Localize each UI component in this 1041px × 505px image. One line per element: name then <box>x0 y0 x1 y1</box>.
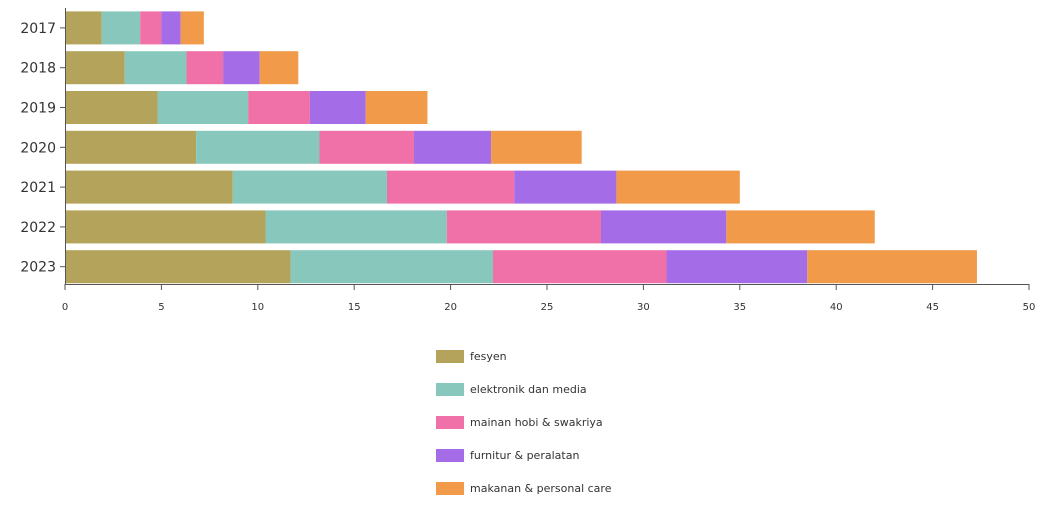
y-tick-label: 2019 <box>20 101 56 117</box>
bar-2019-1 <box>157 91 249 124</box>
legend-swatch <box>436 350 464 363</box>
bar-2023-3 <box>666 250 808 284</box>
legend-swatch <box>436 383 464 396</box>
bar-2020-2 <box>319 130 414 164</box>
legend-label: furnitur & peralatan <box>470 449 580 462</box>
y-tick-label: 2023 <box>20 260 56 276</box>
bar-2023-1 <box>290 250 494 284</box>
bar-2021-2 <box>386 170 515 204</box>
bar-2017-2 <box>140 11 162 45</box>
bar-2021-3 <box>514 170 617 204</box>
x-tick-label: 15 <box>348 302 361 313</box>
legend-item[interactable]: makanan & personal care <box>436 472 611 505</box>
bar-2020-1 <box>196 130 320 164</box>
bar-2021-4 <box>616 170 740 204</box>
bar-2018-0 <box>65 51 125 85</box>
legend-swatch <box>436 416 464 429</box>
bar-2020-0 <box>65 130 197 164</box>
bar-2020-3 <box>413 130 492 164</box>
legend-swatch <box>436 482 464 495</box>
legend-item[interactable]: furnitur & peralatan <box>436 439 611 472</box>
bar-2020-4 <box>491 130 582 164</box>
legend-label: fesyen <box>470 350 507 363</box>
bar-2017-3 <box>161 11 181 45</box>
bar-2019-2 <box>248 91 310 124</box>
x-tick-label: 5 <box>158 302 164 313</box>
bar-2023-4 <box>807 250 977 284</box>
bar-2017-4 <box>180 11 204 45</box>
bar-2022-1 <box>265 210 447 244</box>
legend-label: elektronik dan media <box>470 383 587 396</box>
bar-2022-0 <box>65 210 266 244</box>
bar-2023-0 <box>65 250 291 284</box>
bar-2022-2 <box>446 210 601 244</box>
x-tick-label: 45 <box>926 302 939 313</box>
y-tick-label: 2021 <box>20 180 56 196</box>
bar-2022-3 <box>600 210 727 244</box>
y-tick-label: 2018 <box>20 61 56 77</box>
bar-2017-1 <box>101 11 141 45</box>
legend-label: makanan & personal care <box>470 482 612 495</box>
y-tick-label: 2020 <box>20 140 56 156</box>
x-tick-label: 30 <box>637 302 650 313</box>
bar-2017-0 <box>65 11 102 45</box>
legend: fesyen elektronik dan media mainan hobi & … <box>436 340 611 505</box>
bar-2018-3 <box>223 51 260 85</box>
x-tick-label: 20 <box>444 302 457 313</box>
bar-2019-0 <box>65 91 158 124</box>
legend-label: mainan hobi & swakriya <box>470 416 603 429</box>
x-axis: 0 5 10 15 20 25 30 35 40 45 50 <box>62 284 1036 313</box>
x-tick-label: 40 <box>830 302 843 313</box>
bar-2022-4 <box>726 210 875 244</box>
bar-2019-4 <box>365 91 428 124</box>
bar-2021-1 <box>232 170 387 204</box>
bar-2018-4 <box>259 51 299 85</box>
legend-item[interactable]: elektronik dan media <box>436 373 611 406</box>
x-tick-label: 0 <box>62 302 68 313</box>
x-tick-label: 10 <box>251 302 264 313</box>
legend-swatch <box>436 449 464 462</box>
bar-2023-2 <box>493 250 667 284</box>
bar-2021-0 <box>65 170 233 204</box>
y-axis: 2017 2018 2019 2020 2021 2022 2023 <box>20 8 66 284</box>
bars-layer <box>65 11 977 284</box>
x-tick-label: 50 <box>1023 302 1036 313</box>
stacked-bar-chart: 2017 2018 2019 2020 2021 2022 2023 0 5 10 15 20 25 3… <box>20 8 1036 313</box>
bar-2018-2 <box>186 51 224 85</box>
bar-2018-1 <box>124 51 187 85</box>
y-tick-label: 2022 <box>20 220 56 236</box>
bar-2019-3 <box>309 91 366 124</box>
x-tick-label: 25 <box>541 302 554 313</box>
y-tick-label: 2017 <box>20 21 56 37</box>
legend-item[interactable]: fesyen <box>436 340 611 373</box>
legend-item[interactable]: mainan hobi & swakriya <box>436 406 611 439</box>
x-tick-label: 35 <box>733 302 746 313</box>
